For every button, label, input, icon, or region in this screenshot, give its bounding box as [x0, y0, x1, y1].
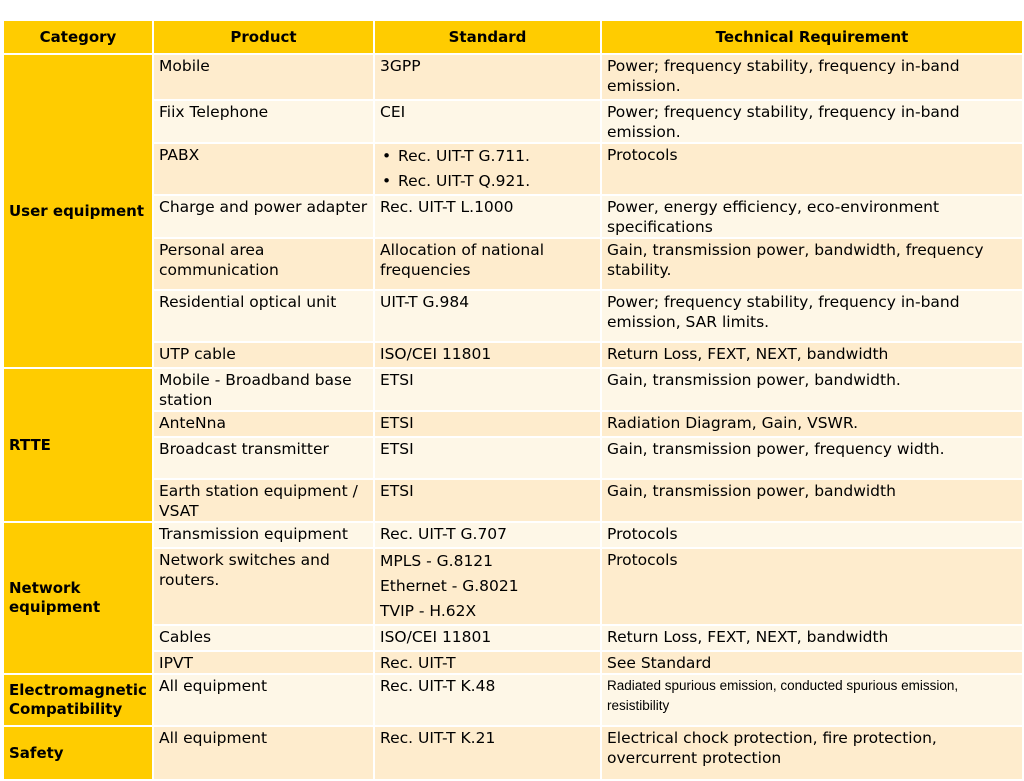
requirement-cell: Gain, transmission power, bandwidth, fre…	[600, 237, 1024, 291]
table-row: PABX Rec. UIT-T G.711. Rec. UIT-T Q.921.…	[3, 142, 1024, 196]
product-cell: All equipment	[152, 673, 375, 727]
table-header-row: Category Product Standard Technical Requ…	[2, 19, 1024, 55]
table-row: AnteNna ETSI Radiation Diagram, Gain, VS…	[3, 410, 1024, 438]
product-cell: Residential optical unit	[152, 289, 375, 343]
product-cell: Fiix Telephone	[152, 99, 375, 144]
standard-line: Ethernet - G.8021	[380, 577, 519, 595]
standard-lines: MPLS - G.8121 Ethernet - G.8021 TVIP - H…	[380, 549, 595, 624]
product-cell: Mobile - Broadband base station	[152, 367, 375, 412]
table-row: Electromagnetic Compatibility All equipm…	[2, 673, 1024, 727]
table-row: Network equipment Transmission equipment…	[2, 521, 1024, 675]
table-row: Earth station equipment / VSAT ETSI Gain…	[3, 478, 1024, 523]
standard-cell: 3GPP	[373, 53, 602, 101]
requirement-cell: See Standard	[600, 650, 1024, 675]
header-standard: Standard	[373, 19, 602, 55]
standards-table-container: Category Product Standard Technical Requ…	[2, 19, 1024, 781]
product-cell: IPVT	[152, 650, 375, 675]
requirement-cell: Power, energy efficiency, eco-environmen…	[600, 194, 1024, 239]
standard-cell: UIT-T G.984	[373, 289, 602, 343]
table-row: IPVT Rec. UIT-T See Standard	[3, 650, 1024, 675]
header-product: Product	[152, 19, 375, 55]
requirement-cell: Radiated spurious emission, conducted sp…	[600, 673, 1024, 727]
product-cell: Cables	[152, 624, 375, 652]
table-row: Network switches and routers. MPLS - G.8…	[3, 547, 1024, 626]
requirement-cell: Protocols	[600, 521, 1024, 549]
standard-cell: Rec. UIT-T K.21	[373, 725, 602, 781]
standard-cell: Rec. UIT-T G.711. Rec. UIT-T Q.921.	[373, 142, 602, 196]
table-row: Residential optical unit UIT-T G.984 Pow…	[3, 289, 1024, 343]
category-electromagnetic-compatibility: Electromagnetic Compatibility	[2, 673, 154, 727]
table-row: Cables ISO/CEI 11801 Return Loss, FEXT, …	[3, 624, 1024, 652]
category-user-equipment: User equipment	[2, 53, 154, 369]
product-cell: Network switches and routers.	[152, 547, 375, 626]
requirement-cell: Power; frequency stability, frequency in…	[600, 53, 1024, 101]
requirement-cell: Power; frequency stability, frequency in…	[600, 99, 1024, 144]
standard-cell: MPLS - G.8121 Ethernet - G.8021 TVIP - H…	[373, 547, 602, 626]
table-row: UTP cable ISO/CEI 11801 Return Loss, FEX…	[3, 341, 1024, 369]
standard-cell: Rec. UIT-T K.48	[373, 673, 602, 727]
category-safety: Safety	[2, 725, 154, 781]
requirement-cell: Gain, transmission power, bandwidth.	[600, 367, 1024, 412]
product-cell: Charge and power adapter	[152, 194, 375, 239]
standard-line: MPLS - G.8121	[380, 552, 494, 570]
requirement-cell: Return Loss, FEXT, NEXT, bandwidth	[600, 341, 1024, 369]
standard-cell: ETSI	[373, 367, 602, 412]
requirement-cell: Electrical chock protection, fire protec…	[600, 725, 1024, 781]
standard-cell: ISO/CEI 11801	[373, 341, 602, 369]
product-cell: Earth station equipment / VSAT	[152, 478, 375, 523]
product-cell: Transmission equipment	[152, 521, 375, 549]
table-row: Charge and power adapter Rec. UIT-T L.10…	[3, 194, 1024, 239]
product-cell: UTP cable	[152, 341, 375, 369]
product-cell: PABX	[152, 142, 375, 196]
table-row: RTTE Mobile - Broadband base station ETS…	[2, 367, 1024, 523]
standard-cell: CEI	[373, 99, 602, 144]
table-row: Safety All equipment Rec. UIT-T K.21 Ele…	[2, 725, 1024, 781]
header-category: Category	[2, 19, 154, 55]
requirement-cell: Power; frequency stability, frequency in…	[600, 289, 1024, 343]
standard-cell: ISO/CEI 11801	[373, 624, 602, 652]
requirement-cell: Protocols	[600, 547, 1024, 626]
requirement-cell: Gain, transmission power, frequency widt…	[600, 436, 1024, 480]
standard-cell: Rec. UIT-T G.707	[373, 521, 602, 549]
standard-cell: ETSI	[373, 436, 602, 480]
table-row: Fiix Telephone CEI Power; frequency stab…	[3, 99, 1024, 144]
product-cell: Broadcast transmitter	[152, 436, 375, 480]
standard-line: TVIP - H.62X	[380, 602, 477, 620]
requirement-cell: Protocols	[600, 142, 1024, 196]
standard-cell: Rec. UIT-T	[373, 650, 602, 675]
standard-cell: ETSI	[373, 410, 602, 438]
header-technical-requirement: Technical Requirement	[600, 19, 1024, 55]
requirement-cell: Gain, transmission power, bandwidth	[600, 478, 1024, 523]
table-row: Broadcast transmitter ETSI Gain, transmi…	[3, 436, 1024, 480]
category-network-equipment: Network equipment	[2, 521, 154, 675]
product-cell: All equipment	[152, 725, 375, 781]
standard-list-item: Rec. UIT-T G.711.	[380, 144, 595, 169]
category-rtte: RTTE	[2, 367, 154, 523]
product-cell: Personal area communication	[152, 237, 375, 291]
product-cell: Mobile	[152, 53, 375, 101]
standards-table: Category Product Standard Technical Requ…	[2, 19, 1024, 781]
standard-cell: Allocation of national frequencies	[373, 237, 602, 291]
standard-cell: ETSI	[373, 478, 602, 523]
standard-cell: Rec. UIT-T L.1000	[373, 194, 602, 239]
table-row: User equipment Mobile 3GPP Power; freque…	[2, 53, 1024, 369]
standard-list: Rec. UIT-T G.711. Rec. UIT-T Q.921.	[380, 144, 595, 194]
product-cell: AnteNna	[152, 410, 375, 438]
standard-list-item: Rec. UIT-T Q.921.	[380, 169, 595, 194]
requirement-cell: Return Loss, FEXT, NEXT, bandwidth	[600, 624, 1024, 652]
requirement-cell: Radiation Diagram, Gain, VSWR.	[600, 410, 1024, 438]
table-row: Personal area communication Allocation o…	[3, 237, 1024, 291]
